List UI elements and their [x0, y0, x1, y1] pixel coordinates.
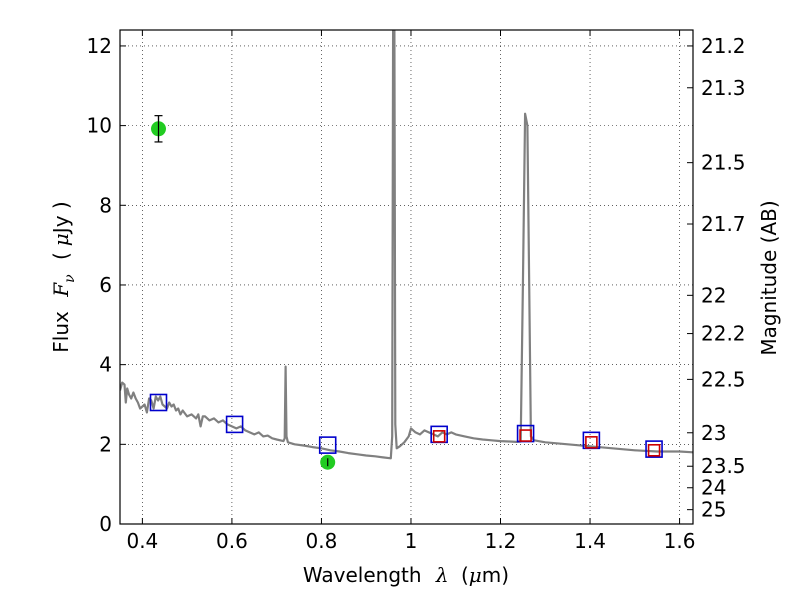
- model-photometry-marker: [645, 440, 663, 458]
- mag-tick-label: 24: [701, 476, 726, 500]
- mag-tick-label: 21.3: [701, 76, 746, 100]
- observed-photometry-marker: [519, 429, 532, 442]
- spectrum-line: [120, 30, 693, 460]
- y-tick-label: 6: [99, 273, 112, 297]
- mag-tick-label: 23.5: [701, 454, 746, 478]
- observed-photometry-marker: [432, 430, 446, 443]
- y-tick-label: 12: [87, 34, 112, 58]
- mag-tick-label: 25: [701, 498, 726, 522]
- y-tick-label: 2: [99, 432, 112, 456]
- model-photometry-marker: [318, 436, 337, 454]
- mag-tick-label: 21.7: [701, 212, 746, 236]
- y-axis-label-open: (: [49, 252, 73, 260]
- y-tick-label: 0: [99, 512, 112, 536]
- x-axis-label-open: (: [461, 563, 469, 587]
- mag-tick-label: 22.5: [701, 367, 746, 391]
- x-axis-label-unit: m): [482, 563, 509, 587]
- model-photometry-marker: [149, 393, 168, 412]
- x-tick-label: 1: [405, 529, 418, 553]
- plot-area: [120, 30, 693, 460]
- y-axis-label: Flux Fν ( μJy ): [49, 201, 79, 352]
- x-tick-label: 1.2: [485, 529, 517, 553]
- x-axis-label-mu: μ: [469, 563, 482, 587]
- x-tick-label: 0.8: [306, 529, 338, 553]
- model-photometry-marker: [225, 415, 244, 434]
- y-axis-label-sub: ν: [62, 274, 78, 283]
- observed-photometry-marker: [585, 436, 598, 449]
- x-tick-label: 1.4: [574, 529, 606, 553]
- x-axis-label-symbol: λ: [435, 563, 449, 587]
- observed-photometry-marker: [647, 443, 661, 457]
- x-axis-label-prefix: Wavelength: [303, 563, 422, 587]
- x-axis-label: Wavelength λ (μm): [303, 563, 509, 587]
- y-axis-label-unit: Jy ): [49, 201, 73, 235]
- x-tick-label: 1.6: [664, 529, 696, 553]
- x-tick-label: 0.4: [126, 529, 158, 553]
- y-axis-label-mu: μ: [49, 233, 73, 246]
- gridlines: [120, 30, 693, 525]
- right-axis-label: Magnitude (AB): [757, 200, 781, 355]
- mag-tick-label: 22.2: [701, 322, 746, 346]
- y-tick-label: 10: [87, 114, 112, 138]
- mag-tick-label: 23: [701, 421, 726, 445]
- y-tick-label: 4: [99, 353, 112, 377]
- y-axis-label-prefix: Flux: [49, 311, 73, 353]
- plot-frame: [119, 29, 694, 525]
- y-tick-label: 8: [99, 193, 112, 217]
- mag-tick-label: 22: [701, 283, 726, 307]
- mag-tick-label: 21.2: [701, 34, 746, 58]
- x-tick-label: 0.6: [216, 529, 248, 553]
- markers: [149, 115, 663, 470]
- mag-tick-label: 21.5: [701, 151, 746, 175]
- y-axis-label-symbol: F: [49, 282, 73, 298]
